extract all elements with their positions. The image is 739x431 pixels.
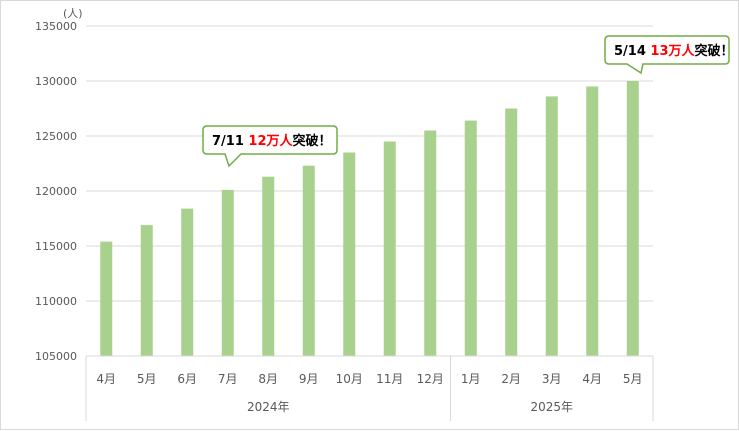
y-tick-label: 105000 [35, 350, 77, 363]
bar [181, 208, 194, 356]
bar [505, 108, 518, 356]
callout-highlight: 13万人 [650, 43, 695, 59]
x-tick-label: 7月 [218, 372, 238, 386]
y-tick-label: 135000 [35, 20, 77, 33]
bar [383, 141, 396, 356]
callout-suffix: 突破！ [293, 133, 332, 149]
y-tick-label: 120000 [35, 185, 77, 198]
callout-text: 7/11 12万人突破！ [212, 133, 332, 149]
x-tick-label: 5月 [137, 372, 157, 386]
year-group-label: 2024年 [247, 400, 290, 414]
x-tick-label: 11月 [376, 372, 403, 386]
x-tick-label: 10月 [336, 372, 363, 386]
bar [424, 130, 437, 356]
callout-date: 5/14 [614, 44, 650, 59]
callout-date: 7/11 [212, 134, 248, 149]
bars [100, 81, 639, 357]
bar [100, 241, 113, 356]
y-tick-label: 110000 [35, 295, 77, 308]
callouts: 7/11 12万人突破！5/14 13万人突破！ [202, 35, 734, 168]
bar [545, 96, 558, 357]
bar [343, 152, 356, 356]
x-tick-label: 6月 [177, 372, 197, 386]
y-axis-ticks: 105000 110000 115000 120000 125000 130000 1350… [35, 20, 77, 363]
gridlines [86, 25, 653, 357]
x-tick-label: 12月 [417, 372, 444, 386]
bar [464, 120, 477, 356]
callout: 5/14 13万人突破！ [604, 35, 734, 75]
x-tick-label: 5月 [623, 372, 643, 386]
y-tick-label: 130000 [35, 75, 77, 88]
bar [221, 189, 234, 356]
bar [262, 176, 275, 356]
bar [302, 165, 315, 356]
x-tick-label: 4月 [96, 372, 116, 386]
x-axis: 4月 5月 6月 7月 8月 9月 10月 11月 12月 1月 2月 3月 4月 5月 2024年 2025… [85, 355, 654, 421]
x-tick-label: 9月 [299, 372, 319, 386]
x-tick-label: 2月 [501, 372, 521, 386]
callout-text: 5/14 13万人突破！ [614, 43, 734, 59]
callout-bubble [604, 35, 730, 75]
bar [140, 225, 153, 356]
x-tick-label: 4月 [582, 372, 602, 386]
bar [586, 86, 599, 356]
bar [626, 81, 639, 356]
callout-suffix: 突破！ [695, 43, 734, 59]
x-tick-label: 8月 [258, 372, 278, 386]
callout-bubble [202, 125, 338, 168]
y-tick-label: 125000 [35, 130, 77, 143]
x-tick-label: 1月 [461, 372, 481, 386]
callout: 7/11 12万人突破！ [202, 125, 338, 168]
y-axis-unit-label: (人) [63, 7, 83, 20]
callout-highlight: 12万人 [248, 133, 293, 149]
year-group-label: 2025年 [530, 400, 573, 414]
y-tick-label: 115000 [35, 240, 77, 253]
x-tick-label: 3月 [542, 372, 562, 386]
